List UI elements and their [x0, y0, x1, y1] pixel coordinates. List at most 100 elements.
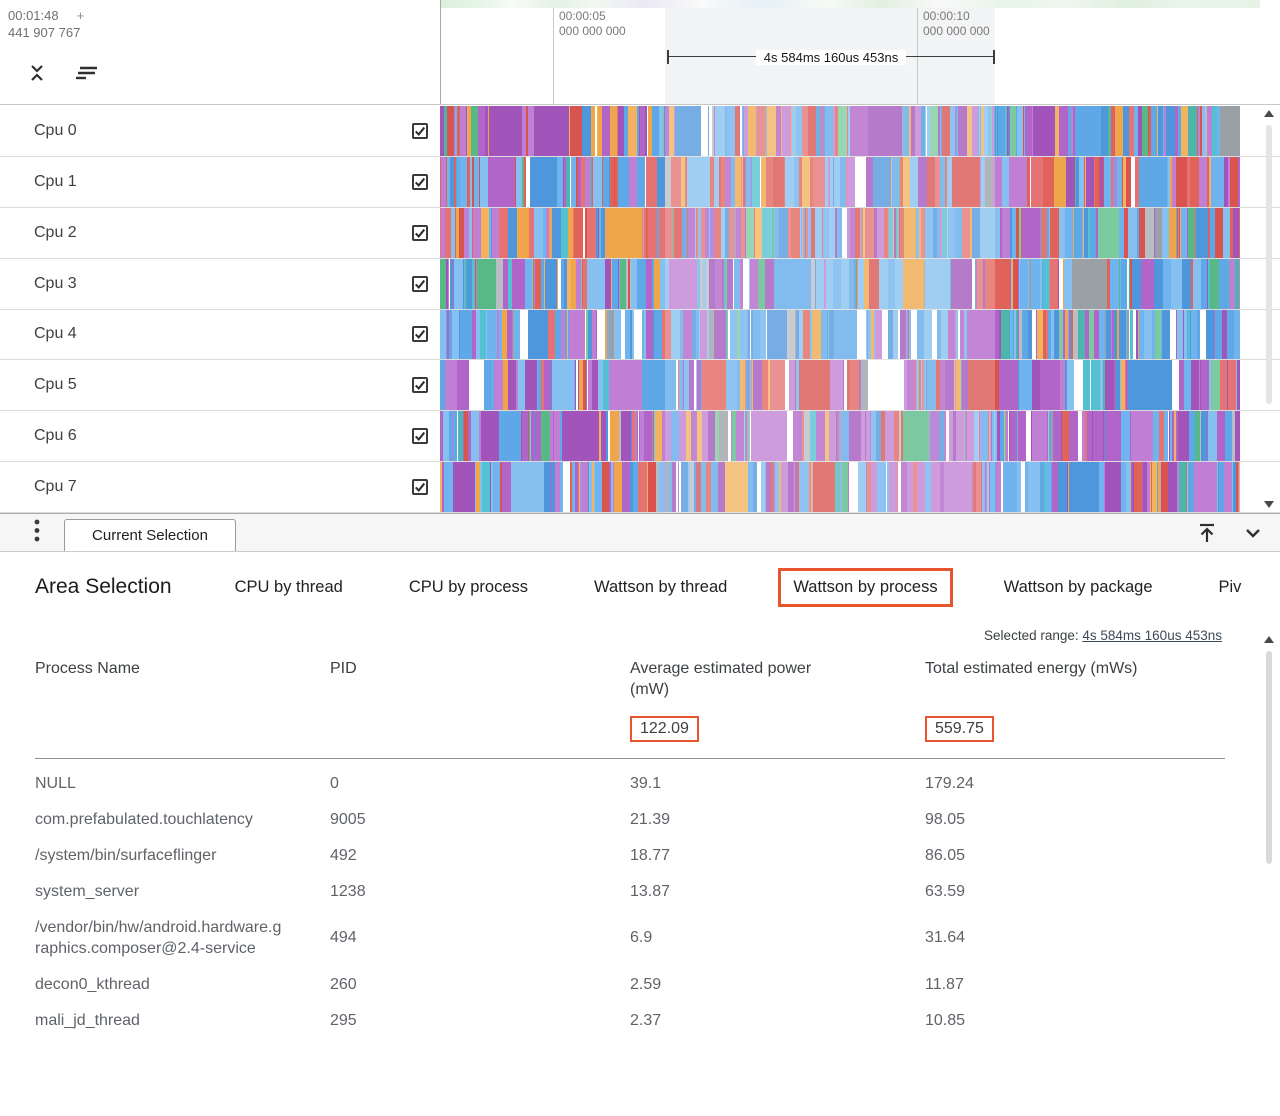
- track-checkbox[interactable]: [412, 479, 428, 496]
- timeline-gridline: [553, 8, 554, 104]
- details-tab-strip: Current Selection: [0, 513, 1280, 552]
- cursor-plus: +: [76, 8, 85, 23]
- cell-energy: 11.87: [925, 975, 964, 993]
- cell-energy: 63.59: [925, 882, 966, 900]
- track-row: Cpu 7: [0, 462, 1280, 513]
- trace-overview-minimap[interactable]: [440, 0, 1260, 8]
- expand-panel-to-top-icon[interactable]: [1196, 522, 1218, 544]
- kebab-menu-icon[interactable]: [34, 518, 40, 547]
- cursor-nanoseconds: 441 907 767: [8, 25, 81, 40]
- track-label-cell[interactable]: Cpu 0: [0, 106, 440, 156]
- tab-cpu-by-thread[interactable]: CPU by thread: [234, 577, 343, 596]
- cell-pid: 1238: [330, 882, 366, 900]
- tab-wattson-by-process[interactable]: Wattson by process: [778, 567, 953, 607]
- track-row: Cpu 0: [0, 106, 1280, 157]
- track-checkbox[interactable]: [412, 377, 428, 394]
- cell-process-name: mali_jd_thread: [35, 1011, 140, 1029]
- track-checkbox[interactable]: [412, 275, 428, 292]
- cell-process-name: com.prefabulated.touchlatency: [35, 810, 253, 828]
- scroll-down-icon[interactable]: [1264, 501, 1274, 508]
- track-row: Cpu 5: [0, 360, 1280, 412]
- cell-power: 13.87: [630, 882, 671, 900]
- scroll-up-icon[interactable]: [1264, 636, 1274, 643]
- track-timeline-canvas[interactable]: [440, 411, 1240, 462]
- track-label-cell[interactable]: Cpu 2: [0, 208, 440, 258]
- cell-pid: 0: [330, 774, 339, 792]
- cell-energy: 98.05: [925, 810, 966, 828]
- track-name: Cpu 5: [34, 376, 77, 394]
- cell-energy: 86.05: [925, 846, 966, 864]
- track-label-cell[interactable]: Cpu 3: [0, 259, 440, 309]
- table-header-row: Process Name PID Average estimated power…: [35, 658, 1225, 700]
- total-energy-value: 559.75: [925, 716, 994, 742]
- cell-pid: 492: [330, 846, 357, 864]
- timeline-marker: 00:00:10 000 000 000: [923, 9, 990, 38]
- tab-wattson-by-thread[interactable]: Wattson by thread: [594, 577, 728, 596]
- track-checkbox[interactable]: [412, 122, 428, 139]
- track-checkbox[interactable]: [412, 428, 428, 445]
- tab-wattson-by-package[interactable]: Wattson by package: [1003, 577, 1153, 596]
- track-timeline-canvas[interactable]: [440, 207, 1240, 258]
- table-row: /system/bin/surfaceflinger 492 18.77 86.…: [35, 839, 1225, 871]
- filter-sort-tracks-icon[interactable]: [74, 65, 98, 81]
- track-name: Cpu 7: [34, 478, 77, 496]
- cell-pid: 260: [330, 975, 357, 993]
- track-label-cell[interactable]: Cpu 1: [0, 157, 440, 207]
- track-timeline-canvas[interactable]: [440, 309, 1240, 360]
- cell-pid: 494: [330, 929, 357, 946]
- track-label-cell[interactable]: Cpu 5: [0, 360, 440, 410]
- cpu-tracks-panel: Cpu 0 Cpu 1 Cpu 2 Cpu 3 Cpu 4: [0, 106, 1280, 513]
- track-timeline-canvas[interactable]: [440, 360, 1240, 411]
- tab-current-selection[interactable]: Current Selection: [64, 519, 236, 551]
- cell-energy: 10.85: [925, 1011, 966, 1029]
- track-timeline-canvas[interactable]: [440, 462, 1240, 512]
- tab-cpu-by-process[interactable]: CPU by process: [408, 577, 529, 596]
- track-timeline-canvas[interactable]: [440, 106, 1240, 156]
- track-name: Cpu 1: [34, 172, 77, 190]
- scroll-thumb[interactable]: [1266, 651, 1272, 865]
- scroll-thumb[interactable]: [1266, 125, 1272, 404]
- track-timeline-canvas[interactable]: [440, 156, 1240, 207]
- column-header-pid: PID: [330, 660, 357, 677]
- track-label-cell[interactable]: Cpu 6: [0, 411, 440, 461]
- details-scrollbar[interactable]: [1262, 636, 1276, 1110]
- track-row: Cpu 1: [0, 156, 1280, 208]
- scroll-up-icon[interactable]: [1264, 110, 1274, 117]
- cell-energy: 179.24: [925, 774, 974, 792]
- track-name: Cpu 2: [34, 223, 77, 241]
- cell-power: 21.39: [630, 810, 671, 828]
- area-selection-header: Area Selection CPU by thread CPU by proc…: [0, 552, 1280, 622]
- collapse-panel-icon[interactable]: [1242, 522, 1264, 544]
- track-checkbox[interactable]: [412, 173, 428, 190]
- table-row: system_server 1238 13.87 63.59: [35, 875, 1225, 907]
- cell-power: 18.77: [630, 846, 671, 864]
- panel-title: Area Selection: [35, 575, 172, 598]
- cell-process-name: /vendor/bin/hw/android.hardware.graphics…: [35, 918, 282, 957]
- cell-power: 2.37: [630, 1011, 662, 1029]
- track-row: Cpu 3: [0, 258, 1280, 310]
- timeline-marker: 00:00:05 000 000 000: [559, 9, 626, 38]
- track-label-cell[interactable]: Cpu 4: [0, 310, 440, 360]
- table-row: com.prefabulated.touchlatency 9005 21.39…: [35, 803, 1225, 835]
- totals-row: 122.09 559.75: [35, 716, 1225, 742]
- track-checkbox[interactable]: [412, 326, 428, 343]
- tracks-scrollbar[interactable]: [1262, 110, 1276, 508]
- selection-duration-label: 4s 584ms 160us 453ns: [755, 49, 907, 65]
- selected-range-label: Selected range:: [984, 628, 1079, 643]
- collapse-all-tracks-icon[interactable]: [26, 64, 48, 82]
- track-checkbox[interactable]: [412, 224, 428, 241]
- track-row: Cpu 6: [0, 411, 1280, 463]
- cell-power: 6.9: [630, 929, 653, 946]
- cell-energy: 31.64: [925, 929, 966, 946]
- tab-pivot[interactable]: Piv: [1218, 577, 1242, 596]
- track-timeline-canvas[interactable]: [440, 258, 1240, 309]
- wattson-by-process-table: Selected range: 4s 584ms 160us 453ns Pro…: [0, 622, 1280, 1116]
- selected-range-value[interactable]: 4s 584ms 160us 453ns: [1082, 628, 1222, 643]
- selected-range: Selected range: 4s 584ms 160us 453ns: [984, 628, 1222, 643]
- cell-process-name: decon0_kthread: [35, 975, 150, 993]
- track-name: Cpu 0: [34, 121, 77, 139]
- cell-pid: 9005: [330, 810, 366, 828]
- timeline-header: 00:01:48 + 441 907 767 00:00:05 000 000 0…: [0, 0, 1280, 105]
- tab-current-selection-label: Current Selection: [92, 527, 208, 544]
- track-label-cell[interactable]: Cpu 7: [0, 462, 440, 512]
